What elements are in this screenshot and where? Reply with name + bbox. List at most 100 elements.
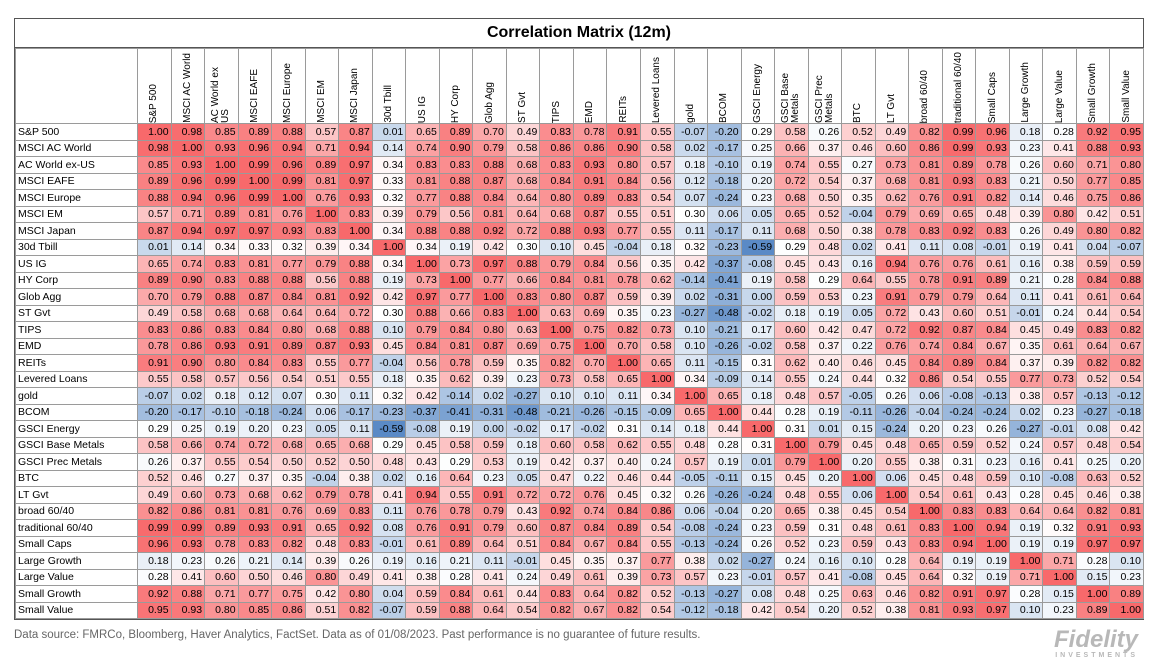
correlation-cell: 0.65	[908, 436, 943, 454]
correlation-cell: 0.55	[975, 370, 1010, 388]
correlation-cell: 0.65	[304, 436, 340, 454]
correlation-cell: 0.02	[170, 387, 206, 405]
column-label: MSCI EAFE	[248, 69, 260, 123]
correlation-cell: 0.93	[170, 601, 206, 619]
correlation-cell: 0.89	[237, 123, 273, 141]
correlation-cell: 0.60	[170, 486, 206, 504]
correlation-cell: -0.24	[975, 403, 1010, 421]
correlation-cell: 0.14	[1008, 189, 1044, 207]
correlation-cell: 0.83	[137, 321, 172, 339]
correlation-cell: 0.82	[975, 189, 1010, 207]
correlation-cell: 0.89	[1109, 585, 1144, 603]
correlation-cell: 0.86	[271, 601, 306, 619]
correlation-cell: 0.54	[237, 453, 273, 471]
correlation-cell: 0.67	[572, 601, 608, 619]
correlation-cell: 0.41	[371, 486, 407, 504]
correlation-cell: 0.77	[405, 189, 440, 207]
correlation-cell: 0.59	[606, 288, 641, 306]
correlation-cell: 0.35	[639, 255, 675, 273]
correlation-cell: 0.43	[908, 304, 943, 322]
correlation-cell: 0.34	[405, 238, 440, 256]
logo: Fidelity INVESTMENTS	[1054, 628, 1138, 660]
correlation-cell: 0.58	[572, 370, 608, 388]
correlation-cell: 0.34	[371, 156, 407, 174]
correlation-cell: 0.28	[1008, 486, 1044, 504]
correlation-cell: 0.90	[170, 354, 206, 372]
correlation-cell: 0.10	[539, 238, 574, 256]
correlation-cell: 0.74	[405, 139, 440, 157]
correlation-cell: -0.07	[371, 601, 407, 619]
correlation-cell: 0.84	[472, 189, 507, 207]
correlation-cell: 0.24	[639, 453, 675, 471]
matrix-row: Small Value 0.95 0.93 0.80 0.85 0.86 0.51 0.82-…	[15, 601, 1144, 619]
column-header: MSCI AC World	[170, 48, 206, 124]
correlation-cell: 0.08	[941, 238, 977, 256]
correlation-cell: 0.72	[774, 172, 809, 190]
correlation-cell: 0.51	[639, 205, 675, 223]
correlation-cell: 0.45	[606, 486, 641, 504]
correlation-cell: 0.96	[137, 535, 172, 553]
correlation-cell: 0.45	[874, 354, 910, 372]
correlation-cell: 0.92	[539, 502, 574, 520]
correlation-cell: 0.51	[505, 535, 541, 553]
column-header: REITs	[606, 48, 641, 124]
correlation-cell: 1.00	[874, 486, 910, 504]
correlation-cell: 0.58	[774, 271, 809, 289]
column-header: LT Gvt	[874, 48, 910, 124]
correlation-cell: 0.76	[405, 502, 440, 520]
correlation-cell: 0.57	[304, 123, 340, 141]
correlation-cell: 0.91	[941, 585, 977, 603]
correlation-cell: 0.50	[807, 189, 843, 207]
correlation-cell: 0.10	[371, 321, 407, 339]
correlation-cell: 0.23	[975, 453, 1010, 471]
correlation-cell: 0.73	[405, 271, 440, 289]
correlation-cell: 0.10	[673, 321, 709, 339]
correlation-cell: 0.82	[539, 601, 574, 619]
correlation-cell: 0.91	[572, 172, 608, 190]
row-label: LT Gvt	[15, 486, 138, 504]
correlation-cell: 0.15	[740, 469, 776, 487]
correlation-cell: 0.59	[405, 585, 440, 603]
correlation-cell: 0.23	[1042, 403, 1077, 421]
correlation-cell: 0.73	[639, 321, 675, 339]
correlation-cell: 0.23	[841, 288, 876, 306]
correlation-cell: 0.55	[807, 156, 843, 174]
correlation-cell: -0.08	[941, 387, 977, 405]
correlation-cell: 0.65	[405, 123, 440, 141]
correlation-cell: 0.26	[137, 453, 172, 471]
correlation-cell: 0.42	[304, 585, 340, 603]
correlation-cell: 0.82	[606, 585, 641, 603]
correlation-cell: 0.65	[639, 354, 675, 372]
correlation-cell: 0.89	[572, 189, 608, 207]
correlation-cell: 0.28	[774, 403, 809, 421]
correlation-cell: 0.55	[639, 222, 675, 240]
correlation-cell: -0.11	[841, 403, 876, 421]
correlation-cell: 0.59	[472, 436, 507, 454]
correlation-cell: 0.41	[371, 568, 407, 586]
correlation-cell: 0.68	[271, 436, 306, 454]
correlation-cell: 0.49	[874, 123, 910, 141]
correlation-cell: 0.89	[606, 519, 641, 537]
correlation-cell: 0.84	[941, 337, 977, 355]
correlation-cell: 0.19	[438, 420, 474, 438]
correlation-cell: 0.19	[740, 156, 776, 174]
correlation-cell: 0.91	[606, 123, 641, 141]
correlation-cell: 0.90	[170, 271, 206, 289]
correlation-cell: 0.35	[1008, 337, 1044, 355]
correlation-cell: 1.00	[572, 337, 608, 355]
matrix-row: BTC 0.52 0.46 0.27 0.37 0.35 -0.04 0.38 0.02 0.16…	[15, 469, 1144, 487]
correlation-cell: 0.52	[1109, 469, 1144, 487]
correlation-cell: 0.37	[237, 469, 273, 487]
correlation-cell: -0.01	[740, 568, 776, 586]
correlation-cell: 0.43	[505, 502, 541, 520]
row-label: MSCI EAFE	[15, 172, 138, 190]
correlation-cell: 0.82	[908, 123, 943, 141]
correlation-cell: 0.41	[1042, 139, 1077, 157]
correlation-cell: 0.83	[539, 585, 574, 603]
correlation-cell: 0.02	[707, 552, 742, 570]
correlation-cell: 0.49	[1042, 321, 1077, 339]
column-label: BCOM	[718, 93, 730, 123]
correlation-cell: 0.94	[271, 139, 306, 157]
correlation-cell: 0.94	[975, 519, 1010, 537]
correlation-cell: 0.39	[1042, 354, 1077, 372]
